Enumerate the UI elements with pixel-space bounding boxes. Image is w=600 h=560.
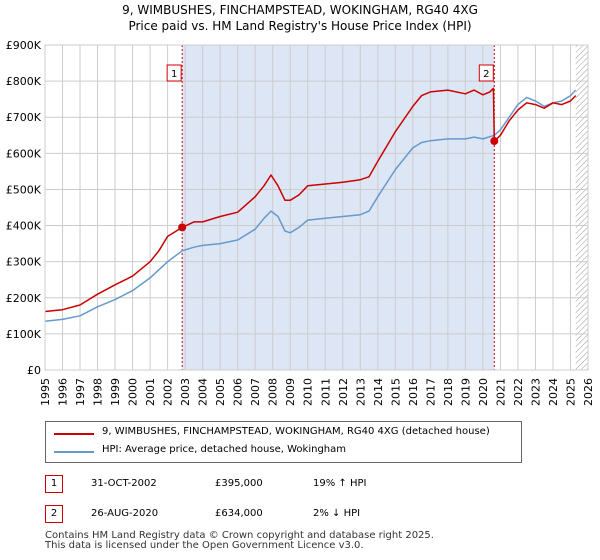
legend-item-property: 9, WIMBUSHES, FINCHAMPSTEAD, WOKINGHAM, … <box>46 425 521 443</box>
x-tick-label: 1995 <box>39 378 52 406</box>
x-tick-label: 2026 <box>582 378 595 406</box>
x-tick-label: 2021 <box>494 378 507 406</box>
x-tick-label: 1997 <box>74 378 87 406</box>
x-tick-label: 2000 <box>127 378 140 406</box>
sale-number-badge: 1 <box>45 475 63 493</box>
x-tick-label: 2009 <box>284 378 297 406</box>
legend: 9, WIMBUSHES, FINCHAMPSTEAD, WOKINGHAM, … <box>45 421 522 463</box>
property-price-line <box>44 87 577 313</box>
sale-row-1: 1 31-OCT-2002 £395,000 19% ↑ HPI <box>45 475 565 495</box>
legend-label-property: 9, WIMBUSHES, FINCHAMPSTEAD, WOKINGHAM, … <box>102 426 490 437</box>
sale-point <box>178 223 187 232</box>
x-tick-label: 2001 <box>144 378 157 406</box>
x-tick-label: 2012 <box>337 378 350 406</box>
x-tick-label: 2015 <box>389 378 402 406</box>
x-tick-label: 2006 <box>232 378 245 406</box>
sale-label-number: 1 <box>171 69 177 80</box>
y-tick-label: £700K <box>6 111 42 124</box>
x-tick-label: 2019 <box>459 378 472 406</box>
x-tick-label: 1996 <box>57 378 70 406</box>
y-tick-label: £600K <box>6 147 42 160</box>
x-tick-label: 2004 <box>197 378 210 406</box>
x-tick-label: 1999 <box>109 378 122 406</box>
y-tick-label: £300K <box>6 256 42 269</box>
y-tick-label: £400K <box>6 220 42 233</box>
sale-row-2: 2 26-AUG-2020 £634,000 2% ↓ HPI <box>45 505 565 525</box>
x-tick-label: 2002 <box>162 378 175 406</box>
footer-licence: This data is licensed under the Open Gov… <box>45 540 364 551</box>
x-tick-label: 2013 <box>354 378 367 406</box>
y-tick-label: £0 <box>27 364 41 377</box>
plot-frame <box>44 44 589 371</box>
sale-date: 31-OCT-2002 <box>91 478 157 489</box>
price-chart: 9, WIMBUSHES, FINCHAMPSTEAD, WOKINGHAM, … <box>6 3 595 406</box>
x-tick-label: 2014 <box>372 378 385 406</box>
x-tick-label: 2005 <box>214 378 227 406</box>
x-tick-label: 2025 <box>564 378 577 406</box>
legend-item-hpi: HPI: Average price, detached house, Woki… <box>46 443 521 461</box>
x-tick-label: 2020 <box>477 378 490 406</box>
y-tick-label: £100K <box>6 328 42 341</box>
y-tick-label: £800K <box>6 75 42 88</box>
sale-label-box <box>478 64 494 82</box>
x-tick-label: 2024 <box>547 378 560 406</box>
sale-label-number: 2 <box>483 69 489 80</box>
sale-number-badge: 2 <box>45 505 63 523</box>
x-tick-label: 2008 <box>267 378 280 406</box>
footer-copyright: Contains HM Land Registry data © Crown c… <box>45 530 434 541</box>
x-tick-label: 2016 <box>407 378 420 406</box>
x-tick-label: 2010 <box>302 378 315 406</box>
x-tick-label: 2007 <box>249 378 262 406</box>
legend-label-hpi: HPI: Average price, detached house, Woki… <box>102 444 346 455</box>
chart-title: 9, WIMBUSHES, FINCHAMPSTEAD, WOKINGHAM, … <box>122 3 478 17</box>
y-tick-label: £200K <box>6 292 42 305</box>
y-tick-label: £500K <box>6 183 42 196</box>
ownership-shade <box>182 45 495 370</box>
sale-label-box <box>166 64 182 82</box>
x-tick-label: 2023 <box>529 378 542 406</box>
y-tick-label: £900K <box>6 39 42 52</box>
sale-date: 26-AUG-2020 <box>91 508 159 519</box>
legend-swatch-property <box>54 433 94 435</box>
x-tick-label: 2011 <box>319 378 332 406</box>
x-tick-label: 2022 <box>512 378 525 406</box>
x-tick-label: 1998 <box>92 378 105 406</box>
x-tick-label: 2017 <box>424 378 437 406</box>
legend-swatch-hpi <box>54 451 94 453</box>
sale-point <box>490 137 499 146</box>
sale-price: £395,000 <box>215 478 263 489</box>
hpi-line <box>44 89 577 323</box>
sale-hpi-diff: 19% ↑ HPI <box>313 478 367 489</box>
x-tick-label: 2003 <box>179 378 192 406</box>
chart-subtitle: Price paid vs. HM Land Registry's House … <box>128 19 471 33</box>
forecast-hatch <box>575 45 588 370</box>
footer: Contains HM Land Registry data © Crown c… <box>45 531 434 551</box>
sale-hpi-diff: 2% ↓ HPI <box>313 508 361 519</box>
sale-price: £634,000 <box>215 508 263 519</box>
x-tick-label: 2018 <box>442 378 455 406</box>
